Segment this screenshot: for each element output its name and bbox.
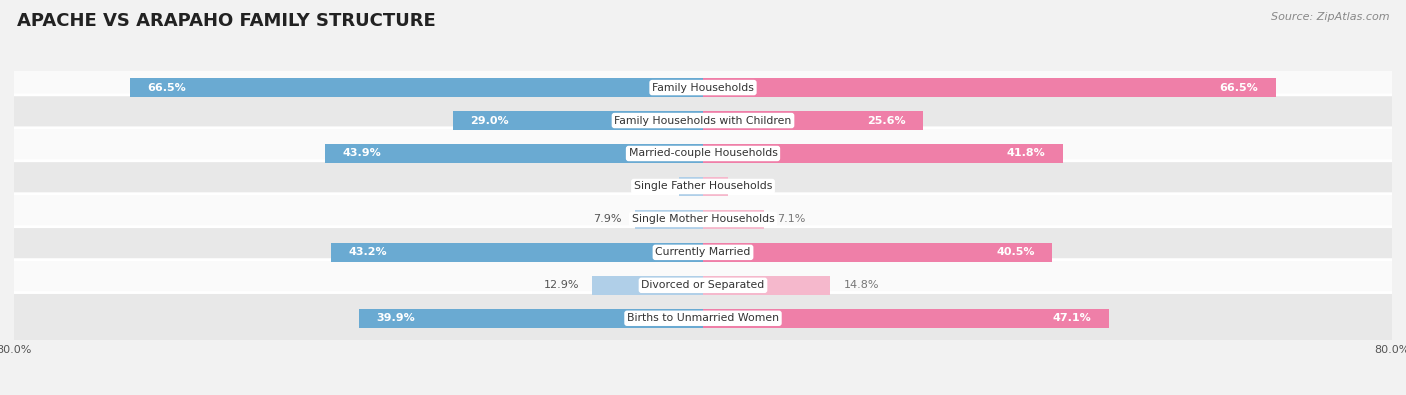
Text: 29.0%: 29.0% (471, 115, 509, 126)
Text: 2.8%: 2.8% (637, 181, 666, 192)
Text: 2.9%: 2.9% (741, 181, 769, 192)
FancyBboxPatch shape (0, 62, 1406, 113)
Text: Divorced or Separated: Divorced or Separated (641, 280, 765, 290)
Text: APACHE VS ARAPAHO FAMILY STRUCTURE: APACHE VS ARAPAHO FAMILY STRUCTURE (17, 12, 436, 30)
Text: 66.5%: 66.5% (1220, 83, 1258, 92)
Bar (703, 144, 1063, 163)
Text: Births to Unmarried Women: Births to Unmarried Women (627, 313, 779, 323)
Text: Married-couple Households: Married-couple Households (628, 149, 778, 158)
FancyBboxPatch shape (0, 194, 1406, 245)
FancyBboxPatch shape (0, 161, 1406, 212)
Text: 66.5%: 66.5% (148, 83, 186, 92)
Text: 12.9%: 12.9% (544, 280, 579, 290)
Text: 41.8%: 41.8% (1007, 149, 1046, 158)
Text: Family Households with Children: Family Households with Children (614, 115, 792, 126)
Text: 7.1%: 7.1% (778, 214, 806, 224)
Text: Currently Married: Currently Married (655, 247, 751, 258)
Text: 40.5%: 40.5% (995, 247, 1035, 258)
Bar (360, 309, 703, 328)
FancyBboxPatch shape (0, 260, 1406, 311)
Bar (703, 111, 924, 130)
Bar (325, 144, 703, 163)
Text: 39.9%: 39.9% (377, 313, 415, 323)
Bar (679, 177, 703, 196)
Bar (131, 78, 703, 97)
Bar (703, 276, 831, 295)
Text: Single Father Households: Single Father Households (634, 181, 772, 192)
Text: 43.2%: 43.2% (349, 247, 387, 258)
Text: 14.8%: 14.8% (844, 280, 879, 290)
Bar (636, 210, 703, 229)
Text: Single Mother Households: Single Mother Households (631, 214, 775, 224)
Bar (703, 309, 1108, 328)
Bar (330, 243, 703, 262)
Text: 7.9%: 7.9% (593, 214, 621, 224)
FancyBboxPatch shape (0, 293, 1406, 344)
Bar (703, 78, 1275, 97)
Bar (703, 243, 1052, 262)
Text: Family Households: Family Households (652, 83, 754, 92)
Bar (592, 276, 703, 295)
FancyBboxPatch shape (0, 227, 1406, 278)
Bar (703, 177, 728, 196)
Text: 47.1%: 47.1% (1053, 313, 1091, 323)
Text: 43.9%: 43.9% (342, 149, 381, 158)
Bar (703, 210, 763, 229)
FancyBboxPatch shape (0, 95, 1406, 146)
Bar (453, 111, 703, 130)
Text: 25.6%: 25.6% (868, 115, 907, 126)
FancyBboxPatch shape (0, 128, 1406, 179)
Text: Source: ZipAtlas.com: Source: ZipAtlas.com (1271, 12, 1389, 22)
